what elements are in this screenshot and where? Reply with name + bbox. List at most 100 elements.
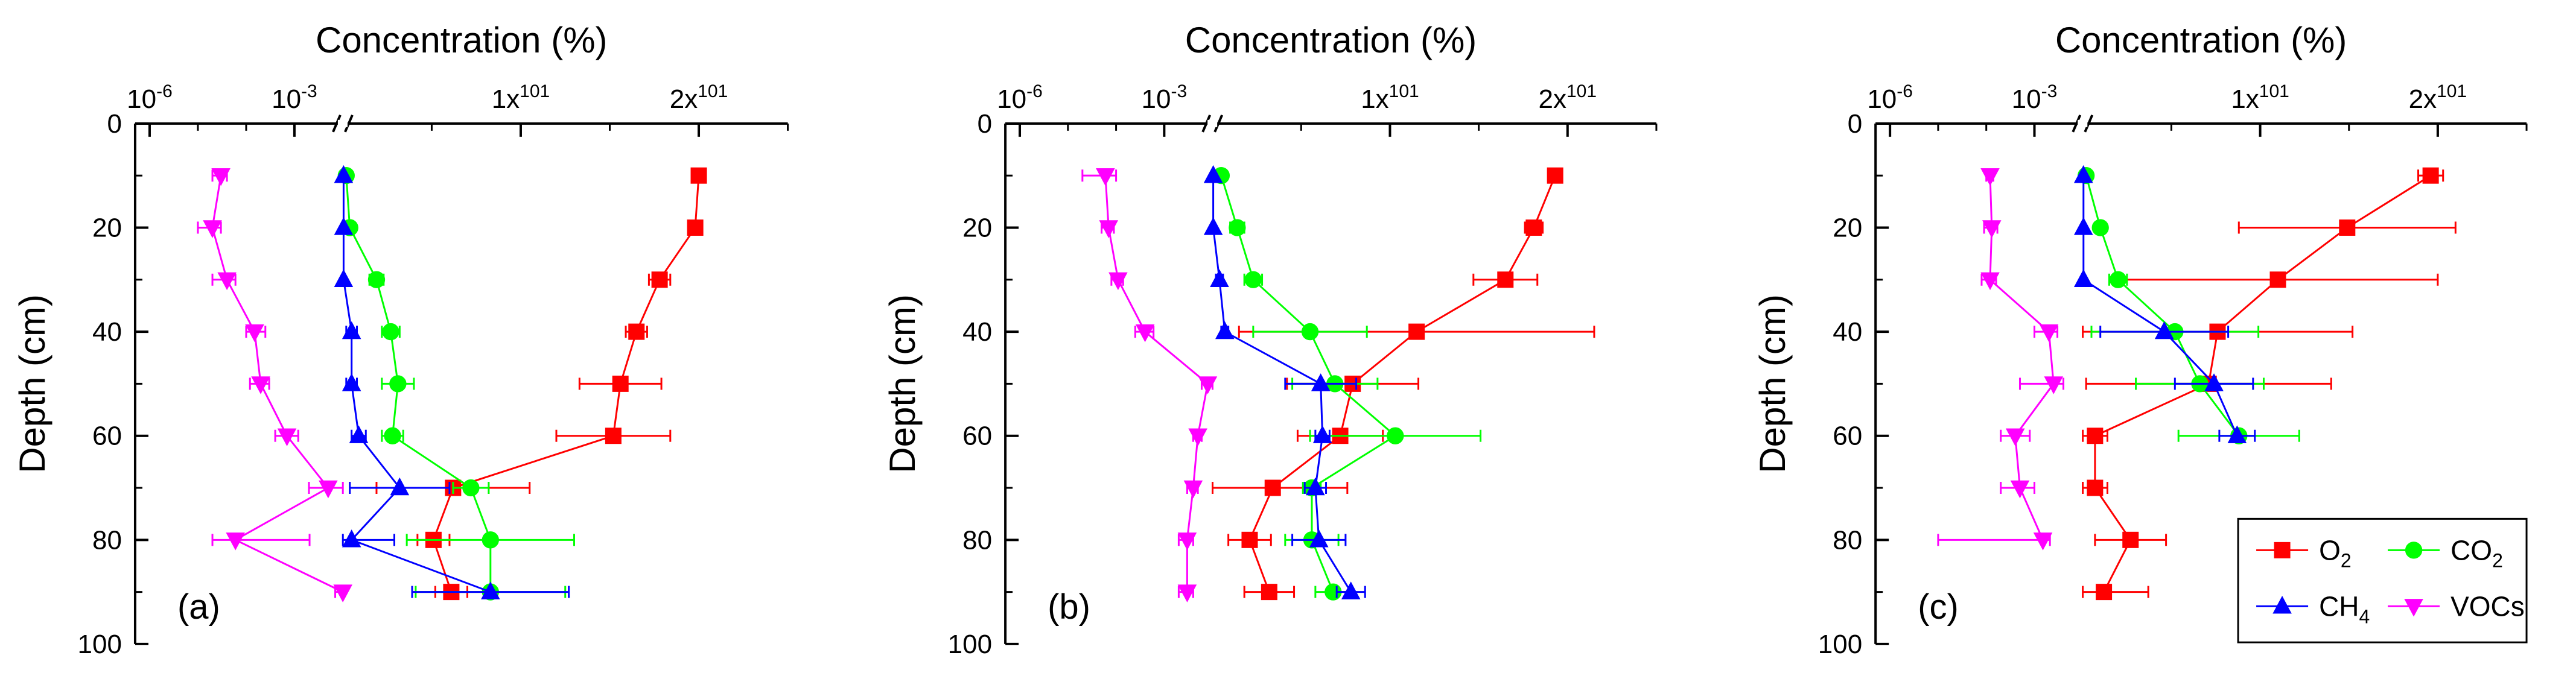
data-point-ch4	[1311, 373, 1331, 391]
data-point-ch4	[1312, 425, 1332, 443]
legend-box	[2237, 517, 2528, 643]
data-point-vocs	[1096, 168, 1115, 186]
data-point-vocs	[1177, 584, 1197, 602]
data-point-vocs	[1188, 428, 1207, 447]
data-point-ch4	[342, 529, 361, 548]
x-tick-label: 2x101	[670, 81, 728, 114]
data-point-vocs	[2044, 376, 2064, 394]
x-axis-title: Concentration (%)	[2055, 20, 2347, 60]
panel-label: (a)	[177, 587, 220, 627]
y-tick-label: 60	[1833, 422, 1862, 451]
data-point-o2	[2269, 271, 2286, 288]
data-point-vocs	[2010, 480, 2030, 499]
panel-b: 10-6 10-3 1x101 2x101 Concentration (%) 0 20 40…	[882, 20, 1658, 659]
y-tick-label: 100	[1818, 630, 1862, 659]
panel-a: 10-6 10-3 1x101 2x101 Concentration (%) 0 20 40…	[12, 20, 789, 659]
x-tick-label: 10-6	[997, 81, 1043, 114]
data-point-ch4	[1309, 529, 1329, 548]
legend-marker-o2	[2274, 542, 2291, 558]
data-point-vocs	[1177, 532, 1197, 551]
x-tick-label: 10-6	[127, 81, 173, 114]
data-point-ch4	[334, 269, 354, 287]
data-point-ch4	[1215, 321, 1235, 340]
data-point-o2	[1525, 219, 1542, 236]
data-point-vocs	[319, 480, 338, 499]
legend: O2 CO2 CH4 VOCs	[2237, 517, 2528, 643]
data-point-o2	[628, 323, 645, 340]
x-tick-label: 2x101	[1539, 81, 1597, 114]
data-point-o2	[690, 167, 707, 184]
data-point-o2	[687, 219, 704, 236]
data-point-vocs	[203, 220, 222, 238]
series-ch4	[334, 165, 570, 599]
data-point-vocs	[245, 324, 264, 343]
series-vocs	[1937, 168, 2065, 551]
x-tick-label: 1x101	[1361, 81, 1419, 114]
legend-label-o2: O2	[2319, 534, 2352, 571]
legend-label-ch4: CH4	[2319, 590, 2370, 627]
data-point-o2	[2422, 167, 2439, 184]
y-tick-label: 60	[92, 422, 122, 451]
series-line	[2082, 175, 2238, 437]
data-point-co2	[2091, 219, 2109, 236]
data-point-co2	[384, 427, 401, 444]
legend-marker-co2	[2405, 542, 2423, 559]
data-point-vocs	[2005, 428, 2025, 447]
data-point-ch4	[1341, 581, 1361, 599]
x-tick-label: 2x101	[2409, 81, 2467, 114]
axis-break-mark	[2072, 115, 2082, 133]
y-tick-label: 40	[962, 317, 992, 347]
data-point-ch4	[2073, 269, 2093, 287]
y-tick-label: 80	[1833, 525, 1862, 555]
series-o2	[375, 167, 707, 601]
data-point-o2	[2122, 531, 2139, 548]
x-tick-label: 10-3	[2012, 81, 2058, 114]
series-line	[1104, 175, 1209, 592]
x-tick-label: 10-3	[272, 81, 317, 114]
data-point-ch4	[2154, 321, 2174, 340]
axis-break-mark	[344, 115, 354, 133]
data-point-ch4	[1203, 217, 1223, 235]
series-co2	[337, 167, 575, 601]
y-axis-title: Depth (cm)	[1752, 294, 1793, 473]
y-tick-label: 80	[962, 525, 992, 555]
data-point-co2	[1229, 219, 1246, 236]
data-point-o2	[1408, 323, 1425, 340]
data-point-o2	[1261, 584, 1277, 601]
y-tick-label: 80	[92, 525, 122, 555]
series-line	[345, 175, 492, 592]
data-point-o2	[2087, 428, 2104, 444]
data-point-o2	[1264, 479, 1281, 496]
data-point-o2	[612, 375, 629, 392]
y-tick-label: 40	[92, 317, 122, 347]
x-axis-title: Concentration (%)	[316, 20, 608, 60]
axis-break-mark	[1213, 115, 1223, 133]
x-tick-label: 10-6	[1867, 81, 1913, 114]
series-ch4	[2073, 165, 2256, 443]
legend-marker-ch4	[2272, 596, 2292, 614]
data-point-ch4	[334, 217, 354, 235]
data-point-co2	[389, 375, 407, 393]
data-point-vocs	[333, 584, 352, 602]
data-point-vocs	[2039, 324, 2059, 343]
data-point-co2	[1244, 271, 1262, 288]
x-tick-label: 1x101	[2231, 81, 2289, 114]
series-vocs	[197, 168, 352, 602]
data-point-ch4	[2073, 217, 2093, 235]
data-point-o2	[2096, 584, 2113, 601]
data-point-o2	[2087, 479, 2104, 496]
data-point-co2	[482, 531, 499, 549]
x-tick-label: 10-3	[1142, 81, 1188, 114]
legend-marker-vocs	[2404, 599, 2423, 617]
y-axis-title: Depth (cm)	[882, 294, 923, 473]
data-point-o2	[2339, 219, 2356, 236]
data-point-co2	[1301, 323, 1319, 341]
data-point-ch4	[2227, 425, 2247, 443]
series-line	[2085, 175, 2240, 437]
series-ch4	[1203, 165, 1366, 599]
data-point-vocs	[277, 428, 297, 447]
data-point-vocs	[211, 168, 231, 186]
series-vocs	[1081, 168, 1218, 602]
